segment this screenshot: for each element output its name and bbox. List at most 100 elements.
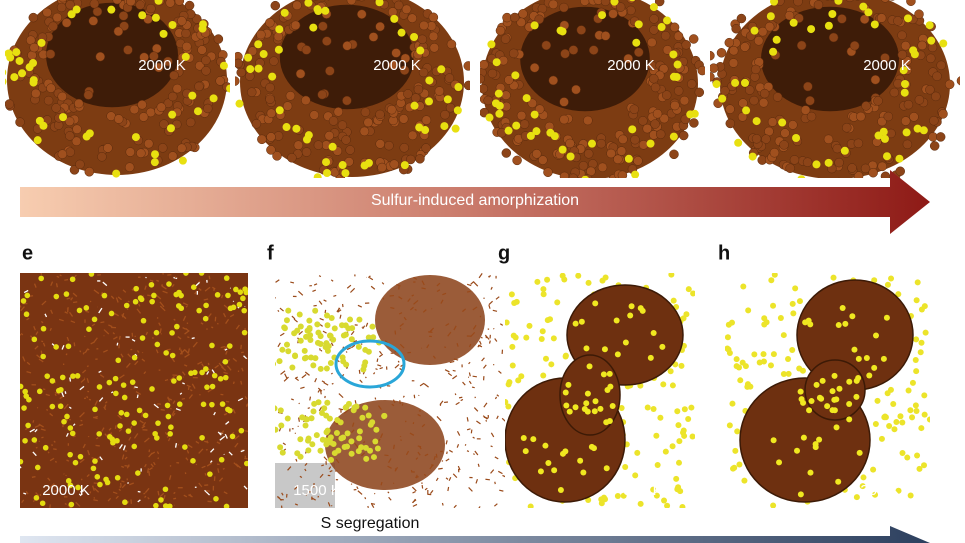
bond [198, 482, 203, 488]
sulfur-atom [673, 475, 680, 482]
bond [72, 435, 76, 438]
atom [413, 84, 424, 95]
bond [423, 383, 429, 388]
bond [400, 439, 402, 442]
atom [834, 157, 844, 168]
panel-letter: e [22, 242, 33, 264]
sulfur-atom [681, 432, 688, 439]
atom [654, 0, 665, 7]
atom [144, 138, 154, 149]
sulfur-atom [136, 407, 143, 414]
bond [358, 369, 361, 374]
bond [485, 419, 488, 422]
sulfur-atom [542, 442, 549, 449]
bond [217, 431, 222, 436]
atom [83, 90, 94, 100]
bond [114, 313, 119, 317]
sulfur-atom [107, 5, 116, 14]
atom [415, 154, 425, 164]
bond [20, 332, 24, 336]
sulfur-atom [742, 363, 749, 370]
atom [112, 0, 122, 5]
atom [265, 94, 275, 105]
bond [117, 414, 122, 420]
bond [32, 420, 35, 423]
bond [188, 494, 193, 498]
sulfur-atom [415, 123, 424, 132]
atom [387, 7, 398, 17]
bond [183, 364, 188, 367]
sulfur-atom [580, 469, 587, 476]
atom [877, 161, 888, 172]
bond [321, 380, 326, 383]
bond [488, 300, 494, 306]
bond [496, 394, 500, 397]
sulfur-atom [925, 21, 934, 30]
sulfur-atom [166, 281, 172, 287]
sulfur-atom [72, 459, 79, 466]
sulfur-atom [674, 408, 681, 415]
sulfur-atom [614, 351, 621, 358]
sulfur-atom [275, 426, 279, 433]
sulfur-atom [204, 384, 210, 390]
atom [935, 132, 946, 142]
bond [480, 336, 483, 339]
sulfur-atom [313, 432, 320, 439]
atom [118, 11, 129, 21]
sulfur-atom [613, 317, 620, 324]
atom [538, 155, 548, 165]
bond [153, 461, 156, 466]
atom [184, 0, 195, 11]
bond [20, 305, 22, 308]
bond [223, 491, 228, 495]
sulfur-atom [323, 437, 330, 444]
bond [357, 490, 363, 495]
atom [181, 28, 191, 39]
panel-bg [20, 273, 248, 508]
sulfur-atom [530, 110, 539, 119]
atom [201, 66, 211, 76]
bond [364, 376, 367, 379]
bond [412, 491, 416, 494]
sulfur-atom [339, 322, 346, 329]
sulfur-atom [150, 158, 159, 167]
bond [225, 421, 230, 425]
bond [225, 350, 228, 355]
bond [35, 331, 39, 336]
sulfur-atom [94, 474, 101, 480]
atom [516, 110, 527, 121]
sulfur-atom [453, 106, 462, 115]
atom [518, 9, 528, 19]
bond [134, 360, 139, 366]
bond [488, 275, 492, 278]
bond [318, 275, 322, 278]
sulfur-atom [921, 462, 928, 469]
bond [172, 412, 176, 417]
bond [460, 398, 464, 402]
atom [57, 91, 67, 102]
bond [417, 413, 421, 417]
bond [470, 281, 475, 285]
bond [182, 315, 187, 322]
sulfur-atom [794, 447, 801, 454]
sulfur-atom [223, 275, 230, 281]
atom [195, 61, 205, 71]
atom [938, 109, 948, 119]
sulfur-atom [309, 23, 318, 32]
atom [444, 73, 455, 83]
sulfur-atom [680, 427, 687, 434]
atom [576, 25, 587, 35]
sulfur-atom [912, 356, 919, 363]
bond [226, 365, 232, 371]
atom [177, 143, 187, 154]
bond [86, 395, 89, 399]
sulfur-atom [880, 134, 889, 143]
bond [245, 402, 248, 408]
sulfur-atom [917, 349, 924, 356]
sulfur-atom [340, 434, 347, 441]
sulfur-atom [922, 329, 929, 336]
sulfur-atom [159, 29, 168, 38]
atom [758, 98, 769, 108]
sulfur-atom [345, 325, 352, 332]
atom [900, 116, 911, 126]
